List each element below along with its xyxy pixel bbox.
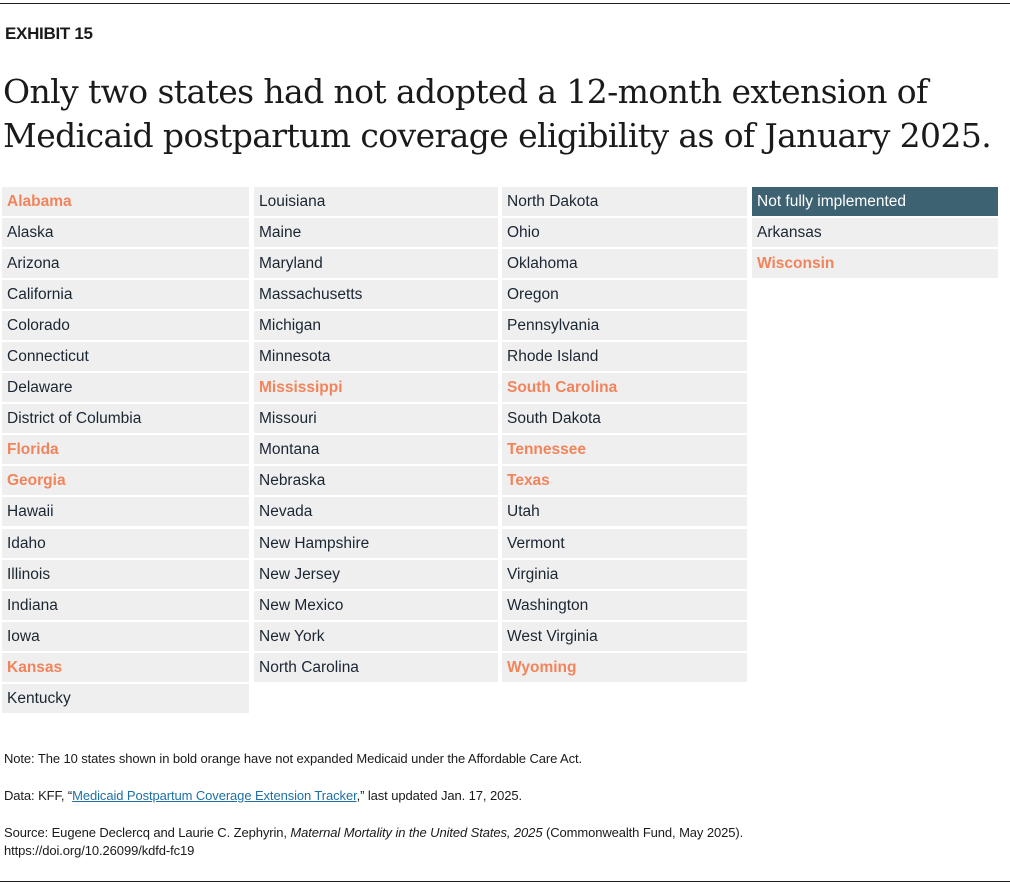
state-cell: Louisiana: [254, 187, 498, 216]
state-cell: North Carolina: [254, 652, 498, 682]
state-cell: Maryland: [254, 249, 498, 279]
state-cell: Indiana: [2, 590, 249, 620]
state-cell: Georgia: [2, 466, 249, 496]
chart-title: Only two states had not adopted a 12-mon…: [3, 72, 992, 155]
note: Note: The 10 states shown in bold orange…: [4, 751, 583, 766]
state-cell: Florida: [2, 435, 249, 465]
state-cell: Texas: [502, 466, 747, 496]
state-cell: Utah: [502, 497, 747, 527]
state-cell: Arkansas: [752, 218, 998, 248]
data-prefix: Data: KFF, “: [4, 788, 73, 803]
state-cell: Oregon: [502, 280, 747, 310]
state-cell: West Virginia: [502, 621, 747, 651]
exhibit-label: EXHIBIT 15: [5, 24, 93, 43]
state-cell: Connecticut: [2, 342, 249, 372]
state-cell: Delaware: [2, 373, 249, 403]
top-rule: [0, 3, 1010, 4]
state-cell: Montana: [254, 435, 498, 465]
state-cell: Wisconsin: [752, 249, 998, 279]
state-cell: South Carolina: [502, 373, 747, 403]
state-column-4: Not fully implemented Arkansas Wisconsin: [752, 187, 998, 280]
data-suffix: ,” last updated Jan. 17, 2025.: [356, 788, 523, 803]
state-cell: California: [2, 280, 249, 310]
state-cell: Colorado: [2, 311, 249, 341]
state-cell: Kansas: [2, 652, 249, 682]
state-cell: District of Columbia: [2, 404, 249, 434]
state-cell: Nevada: [254, 497, 498, 527]
state-cell: Arizona: [2, 249, 249, 279]
state-column-1: Alabama Alaska Arizona California Colorado Co…: [2, 187, 249, 715]
state-cell: North Dakota: [502, 187, 747, 216]
state-cell: Pennsylvania: [502, 311, 747, 341]
state-cell: Illinois: [2, 559, 249, 589]
state-cell: Hawaii: [2, 497, 249, 527]
state-cell: New York: [254, 621, 498, 651]
doi-link[interactable]: https://doi.org/10.26099/kdfd-fc19: [4, 843, 195, 858]
state-cell: Tennessee: [502, 435, 747, 465]
state-cell: Michigan: [254, 311, 498, 341]
tracker-link[interactable]: Medicaid Postpartum Coverage Extension T…: [72, 788, 357, 803]
state-cell: Wyoming: [502, 652, 747, 682]
data-source: Data: KFF, “Medicaid Postpartum Coverage…: [4, 788, 522, 803]
state-cell: Rhode Island: [502, 342, 747, 372]
state-cell: Nebraska: [254, 466, 498, 496]
state-cell: Idaho: [2, 528, 249, 558]
column-header: Not fully implemented: [752, 187, 998, 216]
state-cell: Minnesota: [254, 342, 498, 372]
state-column-3: North Dakota Ohio Oklahoma Oregon Pennsylvan…: [502, 187, 747, 684]
source-title: Maternal Mortality in the United States,…: [290, 825, 543, 840]
state-cell: Washington: [502, 590, 747, 620]
state-cell: Iowa: [2, 621, 249, 651]
state-cell: Ohio: [502, 218, 747, 248]
source: Source: Eugene Declercq and Laurie C. Ze…: [4, 825, 743, 840]
state-cell: Missouri: [254, 404, 498, 434]
state-cell: Vermont: [502, 528, 747, 558]
state-cell: South Dakota: [502, 404, 747, 434]
bottom-rule: [0, 881, 1010, 882]
state-cell: Alaska: [2, 218, 249, 248]
state-cell: New Hampshire: [254, 528, 498, 558]
source-prefix: Source: Eugene Declercq and Laurie C. Ze…: [4, 825, 291, 840]
state-cell: Oklahoma: [502, 249, 747, 279]
state-cell: Kentucky: [2, 683, 249, 713]
state-cell: New Jersey: [254, 559, 498, 589]
source-suffix: (Commonwealth Fund, May 2025).: [542, 825, 744, 840]
state-cell: New Mexico: [254, 590, 498, 620]
state-cell: Massachusetts: [254, 280, 498, 310]
state-column-2: Louisiana Maine Maryland Massachusetts Michi…: [254, 187, 498, 684]
state-cell: Virginia: [502, 559, 747, 589]
state-cell: Alabama: [2, 187, 249, 216]
state-cell: Maine: [254, 218, 498, 248]
state-cell: Mississippi: [254, 373, 498, 403]
